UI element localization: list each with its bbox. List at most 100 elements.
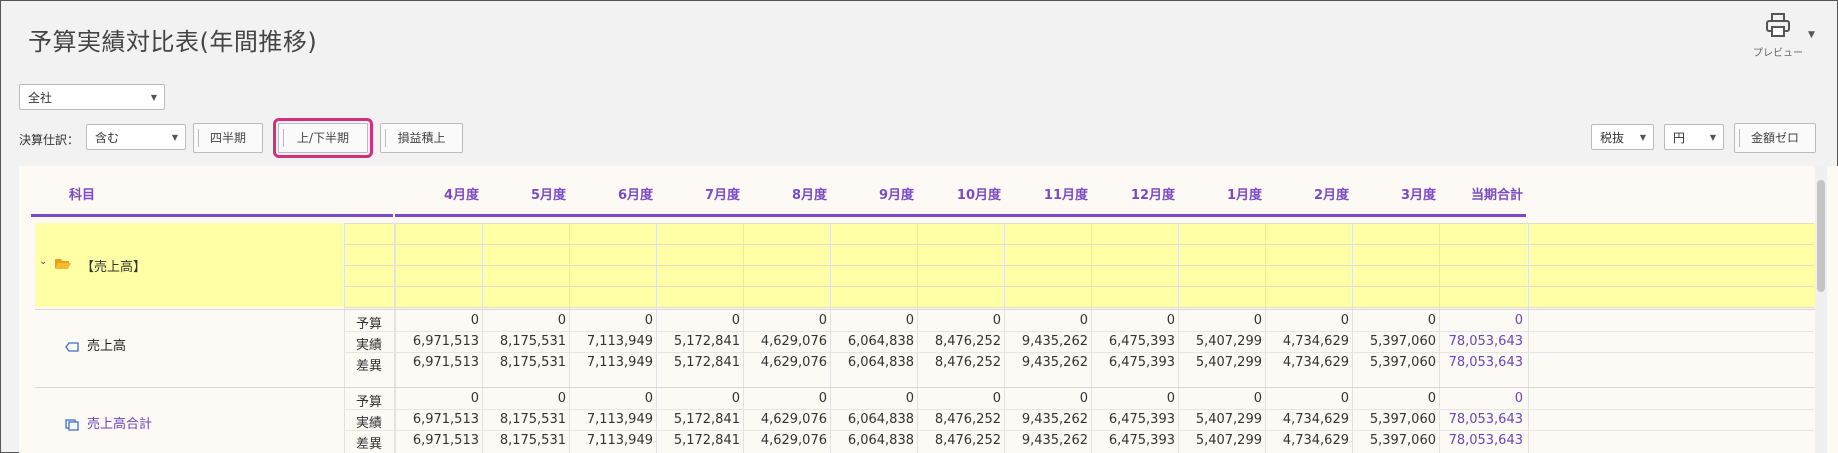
table-cell[interactable]: 9,435,262	[1021, 412, 1088, 427]
table-cell[interactable]: 5,407,299	[1195, 412, 1262, 427]
table-cell[interactable]: 0	[992, 391, 1001, 406]
preview-button[interactable]: プレビュー	[1738, 12, 1818, 59]
zero-amount-button[interactable]: 金額ゼロ	[1734, 123, 1816, 153]
table-cell[interactable]: 0	[1340, 391, 1349, 406]
tax-select[interactable]: 税抜 ▼	[1591, 124, 1654, 150]
table-cell[interactable]: 9,435,262	[1021, 433, 1088, 448]
table-cell[interactable]: 5,407,299	[1195, 433, 1262, 448]
table-cell[interactable]: 6,475,393	[1108, 355, 1175, 370]
table-cell[interactable]: 7,113,949	[586, 334, 653, 349]
table-cell[interactable]: 9,435,262	[1021, 355, 1088, 370]
table-cell[interactable]: 0	[1427, 313, 1436, 328]
preview-dropdown-icon[interactable]: ▼	[1808, 30, 1815, 40]
table-cell[interactable]: 6,971,513	[412, 334, 479, 349]
table-cell[interactable]: 7,113,949	[586, 355, 653, 370]
row-type-label: 予算	[355, 395, 382, 410]
table-cell[interactable]: 0	[1253, 313, 1262, 328]
table-cell[interactable]: 0	[818, 313, 827, 328]
table-cell[interactable]: 4,734,629	[1282, 433, 1349, 448]
table-cell[interactable]: 6,971,513	[412, 433, 479, 448]
unit-select[interactable]: 円 ▼	[1664, 124, 1724, 150]
table-cell[interactable]: 4,629,076	[760, 433, 827, 448]
table-cell[interactable]: 5,407,299	[1195, 334, 1262, 349]
half-year-button[interactable]: 上/下半期	[273, 118, 373, 158]
table-cell[interactable]: 0	[1166, 391, 1175, 406]
table-cell[interactable]: 0	[1253, 391, 1262, 406]
table-cell[interactable]: 4,734,629	[1282, 334, 1349, 349]
quarter-button[interactable]: 四半期	[193, 123, 263, 153]
header-underline	[1439, 214, 1526, 217]
table-cell[interactable]: 8,476,252	[934, 355, 1001, 370]
table-cell[interactable]: 5,397,060	[1369, 433, 1436, 448]
table-cell[interactable]: 0	[905, 313, 914, 328]
table-cell[interactable]: 0	[1340, 313, 1349, 328]
table-cell[interactable]: 8,476,252	[934, 433, 1001, 448]
table-cell[interactable]: 8,476,252	[934, 334, 1001, 349]
table-cell[interactable]: 7,113,949	[586, 433, 653, 448]
table-cell[interactable]: 0	[644, 313, 653, 328]
closing-label: 決算仕訳：	[19, 133, 80, 147]
table-cell[interactable]: 5,172,841	[673, 412, 740, 427]
table-cell-total[interactable]: 78,053,643	[1448, 334, 1523, 349]
table-cell[interactable]: 6,971,513	[412, 355, 479, 370]
table-cell[interactable]: 8,175,531	[499, 412, 566, 427]
table-cell[interactable]: 6,064,838	[847, 334, 914, 349]
table-cell[interactable]: 0	[470, 391, 479, 406]
table-cell[interactable]: 5,397,060	[1369, 412, 1436, 427]
table-cell[interactable]: 5,407,299	[1195, 355, 1262, 370]
header-underline	[31, 214, 393, 217]
table-cell[interactable]: 4,629,076	[760, 334, 827, 349]
table-cell[interactable]: 6,475,393	[1108, 334, 1175, 349]
table-cell[interactable]: 8,175,531	[499, 355, 566, 370]
closing-select[interactable]: 含む ▼	[86, 124, 186, 150]
table-cell[interactable]: 0	[905, 391, 914, 406]
chevron-down-icon[interactable]: ⌄	[39, 256, 48, 267]
table-cell[interactable]: 0	[731, 391, 740, 406]
table-cell[interactable]: 6,475,393	[1108, 433, 1175, 448]
column-header-4: 7月度	[704, 188, 740, 203]
table-cell-total[interactable]: 78,053,643	[1448, 412, 1523, 427]
table-cell[interactable]: 0	[1079, 391, 1088, 406]
table-cell[interactable]: 4,734,629	[1282, 355, 1349, 370]
table-cell-total[interactable]: 78,053,643	[1448, 433, 1523, 448]
table-cell[interactable]: 4,629,076	[760, 355, 827, 370]
table-cell[interactable]: 0	[731, 313, 740, 328]
table-cell[interactable]: 6,475,393	[1108, 412, 1175, 427]
table-cell[interactable]: 8,175,531	[499, 334, 566, 349]
account-sales[interactable]: 売上高	[65, 335, 126, 354]
table-cell[interactable]: 6,971,513	[412, 412, 479, 427]
table-cell[interactable]: 7,113,949	[586, 412, 653, 427]
table-cell[interactable]: 0	[557, 313, 566, 328]
account-icon	[65, 341, 79, 352]
table-cell[interactable]: 5,397,060	[1369, 334, 1436, 349]
table-cell[interactable]: 0	[992, 313, 1001, 328]
table-cell[interactable]: 0	[1427, 391, 1436, 406]
table-cell[interactable]: 0	[470, 313, 479, 328]
table-cell[interactable]: 5,172,841	[673, 355, 740, 370]
table-cell[interactable]: 6,064,838	[847, 355, 914, 370]
table-cell[interactable]: 0	[557, 391, 566, 406]
grid-line	[1091, 223, 1092, 453]
grid-line	[917, 223, 918, 453]
table-cell[interactable]: 0	[644, 391, 653, 406]
table-cell[interactable]: 0	[1079, 313, 1088, 328]
table-cell[interactable]: 4,629,076	[760, 412, 827, 427]
table-cell[interactable]: 6,064,838	[847, 412, 914, 427]
scrollbar-thumb[interactable]	[1817, 180, 1825, 292]
table-cell[interactable]: 0	[818, 391, 827, 406]
table-cell-total[interactable]: 0	[1514, 313, 1523, 328]
table-cell[interactable]: 0	[1166, 313, 1175, 328]
table-cell[interactable]: 8,175,531	[499, 433, 566, 448]
table-cell-total[interactable]: 0	[1514, 391, 1523, 406]
table-cell[interactable]: 9,435,262	[1021, 334, 1088, 349]
company-select[interactable]: 全社 ▼	[19, 84, 165, 110]
account-sales-total[interactable]: 売上高合計	[65, 413, 152, 432]
table-cell[interactable]: 5,397,060	[1369, 355, 1436, 370]
table-cell[interactable]: 8,476,252	[934, 412, 1001, 427]
table-cell-total[interactable]: 78,053,643	[1448, 355, 1523, 370]
table-cell[interactable]: 5,172,841	[673, 433, 740, 448]
table-cell[interactable]: 6,064,838	[847, 433, 914, 448]
cumulative-pl-button[interactable]: 損益積上	[380, 123, 463, 153]
table-cell[interactable]: 5,172,841	[673, 334, 740, 349]
table-cell[interactable]: 4,734,629	[1282, 412, 1349, 427]
